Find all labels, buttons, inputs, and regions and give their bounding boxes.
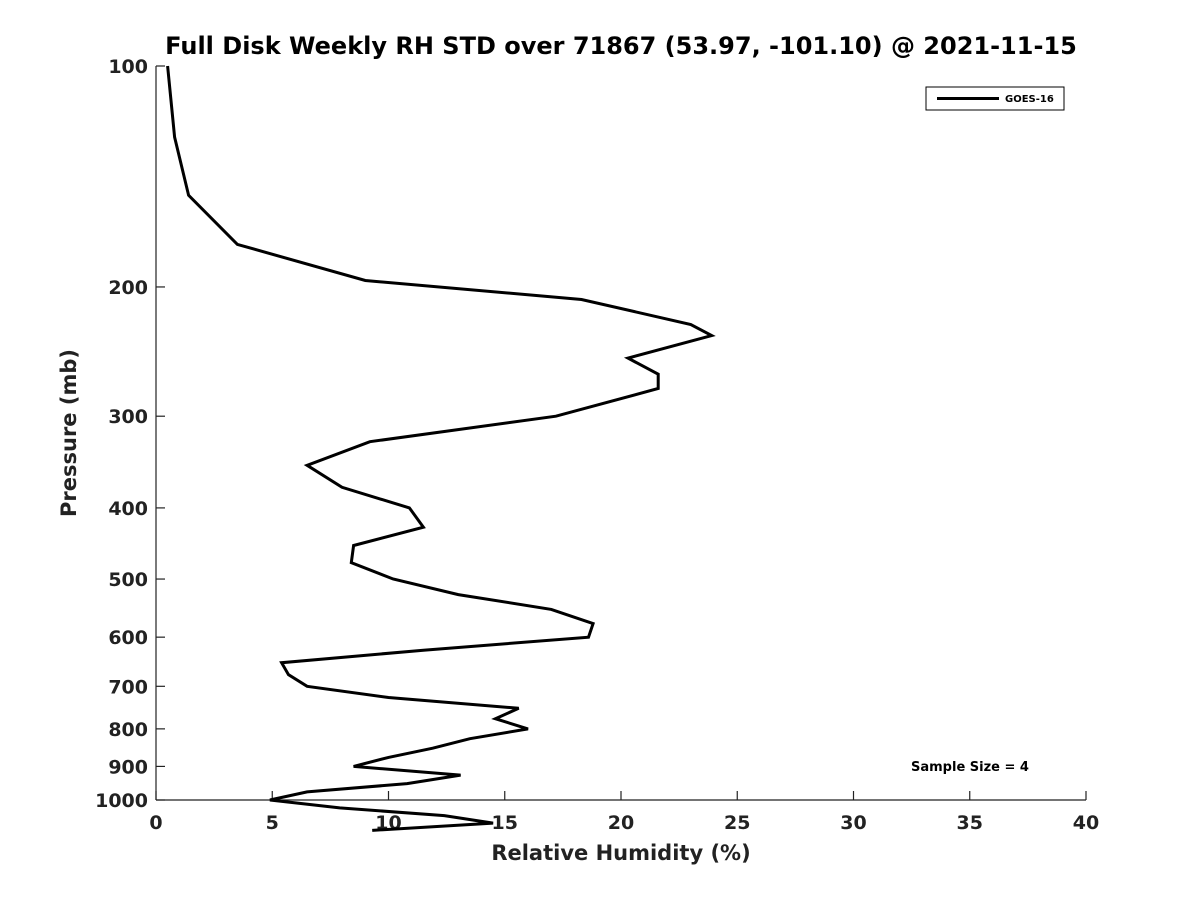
sample-size-annotation: Sample Size = 4: [911, 760, 1029, 775]
y-tick-label: 500: [108, 569, 148, 591]
chart-title: Full Disk Weekly RH STD over 71867 (53.9…: [165, 32, 1077, 60]
x-tick-label: 20: [608, 812, 634, 834]
x-tick-label: 30: [840, 812, 866, 834]
y-ticks: 100 200 300 400 500 600 700 800 900 1000: [95, 56, 165, 812]
y-tick-label: 300: [108, 406, 148, 428]
legend: GOES-16: [925, 86, 1065, 111]
x-axis-label: Relative Humidity (%): [491, 841, 750, 865]
x-ticks: 0 5 10 15 20 25 30 35 40: [149, 791, 1099, 834]
x-tick-label: 25: [724, 812, 750, 834]
y-tick-label: 200: [108, 277, 148, 299]
x-tick-label: 35: [957, 812, 983, 834]
y-axis-label: Pressure (mb): [57, 349, 81, 517]
y-tick-label: 600: [108, 627, 148, 649]
series-group: [166, 65, 716, 832]
x-tick-label: 0: [149, 812, 162, 834]
y-tick-label: 100: [108, 56, 148, 78]
y-tick-label: 700: [108, 676, 148, 698]
legend-label-goes-16: GOES-16: [1005, 94, 1054, 105]
y-tick-label: 400: [108, 498, 148, 520]
x-tick-label: 15: [492, 812, 518, 834]
series-line-goes-16: [166, 65, 716, 832]
x-tick-label: 5: [266, 812, 279, 834]
y-tick-label: 900: [108, 756, 148, 778]
y-tick-label: 1000: [95, 790, 148, 812]
y-tick-label: 800: [108, 719, 148, 741]
x-tick-label: 40: [1073, 812, 1099, 834]
plot-area: 0 5 10 15 20 25 30 35 40 10020030040050060070080…: [95, 56, 1099, 834]
